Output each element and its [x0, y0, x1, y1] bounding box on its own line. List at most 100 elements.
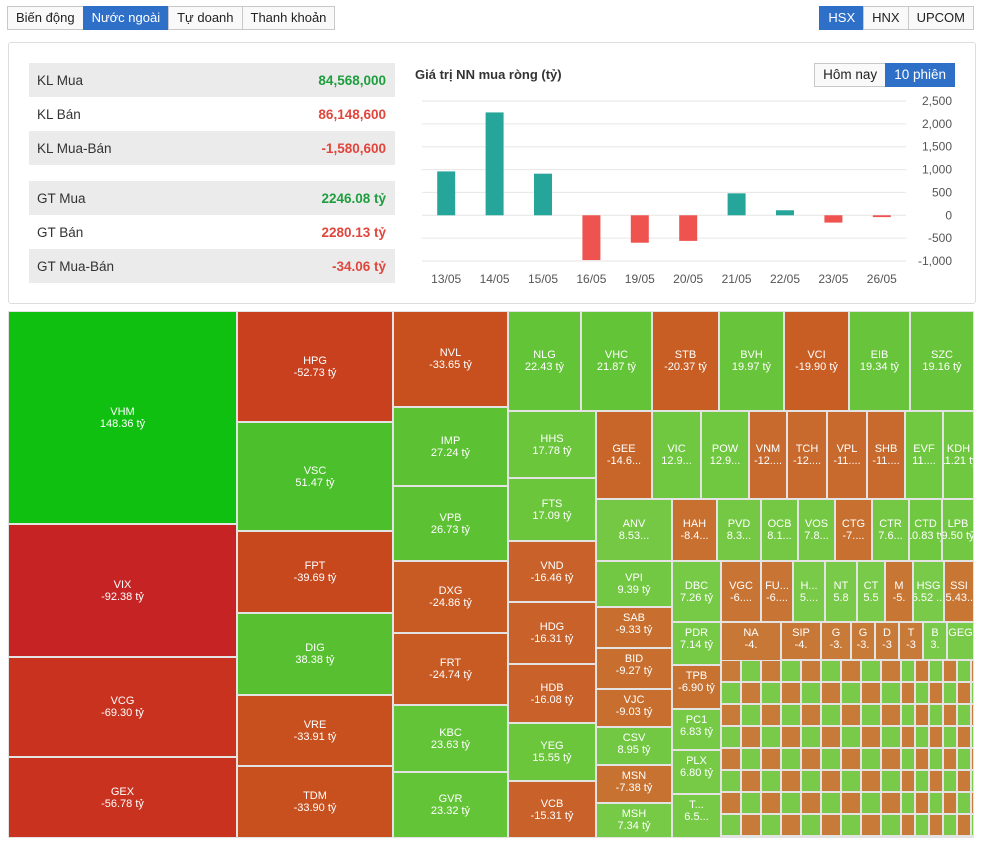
treemap-cell-small[interactable] [943, 726, 957, 748]
treemap-cell-small[interactable] [841, 770, 861, 792]
treemap-cell-small[interactable] [841, 814, 861, 836]
treemap-cell-small[interactable] [881, 836, 901, 838]
treemap-cell-small[interactable] [971, 704, 974, 726]
treemap-cell-pvd[interactable]: PVD 8.3... [717, 499, 761, 561]
treemap-cell-vci[interactable]: VCI -19.90 tỷ [784, 311, 849, 411]
treemap-cell-small[interactable] [971, 792, 974, 814]
treemap-cell-small[interactable] [801, 660, 821, 682]
treemap-cell-small[interactable] [741, 748, 761, 770]
treemap-cell-dbc[interactable]: DBC 7.26 tỷ [672, 561, 721, 622]
treemap-cell-small[interactable] [915, 660, 929, 682]
treemap-cell-small[interactable] [841, 682, 861, 704]
treemap-cell-small[interactable] [801, 770, 821, 792]
treemap-cell-geg[interactable]: GEG [947, 622, 974, 660]
treemap-cell-hpg[interactable]: HPG -52.73 tỷ [237, 311, 393, 422]
treemap-cell-nt[interactable]: NT 5.8 [825, 561, 857, 622]
treemap-cell-small[interactable] [761, 792, 781, 814]
bar-23/05[interactable] [824, 215, 843, 223]
treemap-cell-small[interactable] [761, 704, 781, 726]
treemap-cell-small[interactable] [821, 682, 841, 704]
treemap-cell-small[interactable] [901, 660, 915, 682]
tab-thanh-khoan[interactable]: Thanh khoản [241, 6, 336, 30]
treemap-cell-small[interactable] [943, 682, 957, 704]
treemap-cell-small[interactable] [781, 770, 801, 792]
bar-16/05[interactable] [582, 215, 601, 261]
treemap-cell-pc1[interactable]: PC1 6.83 tỷ [672, 709, 721, 750]
treemap-cell-small[interactable] [741, 814, 761, 836]
treemap-cell-small[interactable] [761, 660, 781, 682]
treemap-cell-small[interactable] [957, 770, 971, 792]
treemap-cell-small[interactable] [901, 792, 915, 814]
treemap-cell-small[interactable] [781, 704, 801, 726]
treemap-cell-vnd[interactable]: VND -16.46 tỷ [508, 541, 596, 602]
treemap-cell-small[interactable] [929, 704, 943, 726]
treemap-cell-gex[interactable]: GEX -56.78 tỷ [8, 757, 237, 838]
treemap-cell-small[interactable] [971, 836, 974, 838]
treemap-cell-evf[interactable]: EVF 11.... [905, 411, 943, 499]
treemap-cell-small[interactable] [741, 726, 761, 748]
treemap-cell-t[interactable]: T -3 [899, 622, 923, 660]
treemap-cell-dig[interactable]: DIG 38.38 tỷ [237, 613, 393, 695]
bar-19/05[interactable] [630, 215, 649, 243]
treemap-cell-small[interactable] [929, 660, 943, 682]
treemap-cell-small[interactable] [901, 682, 915, 704]
treemap-cell-small[interactable] [929, 770, 943, 792]
treemap-cell-small[interactable] [841, 792, 861, 814]
treemap-cell-nvl[interactable]: NVL -33.65 tỷ [393, 311, 508, 407]
treemap-cell-small[interactable] [901, 770, 915, 792]
treemap-cell-small[interactable] [781, 726, 801, 748]
bar-20/05[interactable] [679, 215, 698, 241]
treemap-cell-bvh[interactable]: BVH 19.97 tỷ [719, 311, 784, 411]
treemap-cell-sip[interactable]: SIP -4. [781, 622, 821, 660]
treemap-cell-small[interactable] [971, 770, 974, 792]
treemap-cell-small[interactable] [721, 836, 741, 838]
treemap-cell-small[interactable] [721, 726, 741, 748]
treemap-cell-hdb[interactable]: HDB -16.08 tỷ [508, 664, 596, 723]
period-10-sessions-button[interactable]: 10 phiên [885, 63, 955, 87]
treemap-cell-na[interactable]: NA -4. [721, 622, 781, 661]
treemap-cell-small[interactable] [861, 704, 881, 726]
treemap-cell-small[interactable] [929, 814, 943, 836]
treemap-cell-small[interactable] [971, 660, 974, 682]
treemap-cell-small[interactable] [943, 770, 957, 792]
treemap-cell-small[interactable] [901, 726, 915, 748]
treemap-cell-small[interactable] [901, 836, 915, 838]
treemap-cell-small[interactable] [801, 726, 821, 748]
treemap-cell-small[interactable] [943, 660, 957, 682]
treemap-cell-small[interactable] [929, 792, 943, 814]
treemap-cell-small[interactable] [929, 726, 943, 748]
bar-22/05[interactable] [776, 210, 794, 216]
treemap-cell-vjc[interactable]: VJC -9.03 tỷ [596, 689, 672, 727]
treemap-cell-hdg[interactable]: HDG -16.31 tỷ [508, 602, 596, 664]
treemap-cell-small[interactable] [781, 814, 801, 836]
treemap-cell-small[interactable] [741, 704, 761, 726]
treemap-cell-small[interactable] [761, 748, 781, 770]
treemap-cell-small[interactable] [821, 660, 841, 682]
treemap-cell-stb[interactable]: STB -20.37 tỷ [652, 311, 719, 411]
treemap-cell-small[interactable] [915, 726, 929, 748]
treemap-cell-small[interactable] [861, 814, 881, 836]
treemap-cell-small[interactable] [861, 770, 881, 792]
treemap-cell-vsc[interactable]: VSC 51.47 tỷ [237, 422, 393, 531]
treemap-cell-imp[interactable]: IMP 27.24 tỷ [393, 407, 508, 486]
treemap-cell-small[interactable] [943, 792, 957, 814]
treemap-cell-small[interactable] [721, 682, 741, 704]
treemap-cell-small[interactable] [915, 792, 929, 814]
treemap-cell-small[interactable] [901, 748, 915, 770]
treemap-cell-small[interactable] [957, 748, 971, 770]
treemap-cell-d[interactable]: D -3 [875, 622, 899, 660]
treemap-cell-fpt[interactable]: FPT -39.69 tỷ [237, 531, 393, 613]
tab-upcom[interactable]: UPCOM [907, 6, 974, 30]
treemap-cell-ct[interactable]: CT 5.5 [857, 561, 885, 622]
treemap-cell-gvr[interactable]: GVR 23.32 tỷ [393, 772, 508, 838]
treemap-cell-small[interactable] [741, 660, 761, 682]
treemap-cell-dxg[interactable]: DXG -24.86 tỷ [393, 561, 508, 633]
treemap-cell-sab[interactable]: SAB -9.33 tỷ [596, 607, 672, 648]
treemap-cell-anv[interactable]: ANV 8.53... [596, 499, 672, 561]
treemap-cell-small[interactable] [781, 660, 801, 682]
treemap-cell-pow[interactable]: POW 12.9... [701, 411, 749, 499]
treemap-cell-small[interactable] [761, 836, 781, 838]
treemap-cell-pdr[interactable]: PDR 7.14 tỷ [672, 622, 721, 665]
treemap-cell-small[interactable] [861, 682, 881, 704]
treemap-cell-small[interactable] [761, 682, 781, 704]
